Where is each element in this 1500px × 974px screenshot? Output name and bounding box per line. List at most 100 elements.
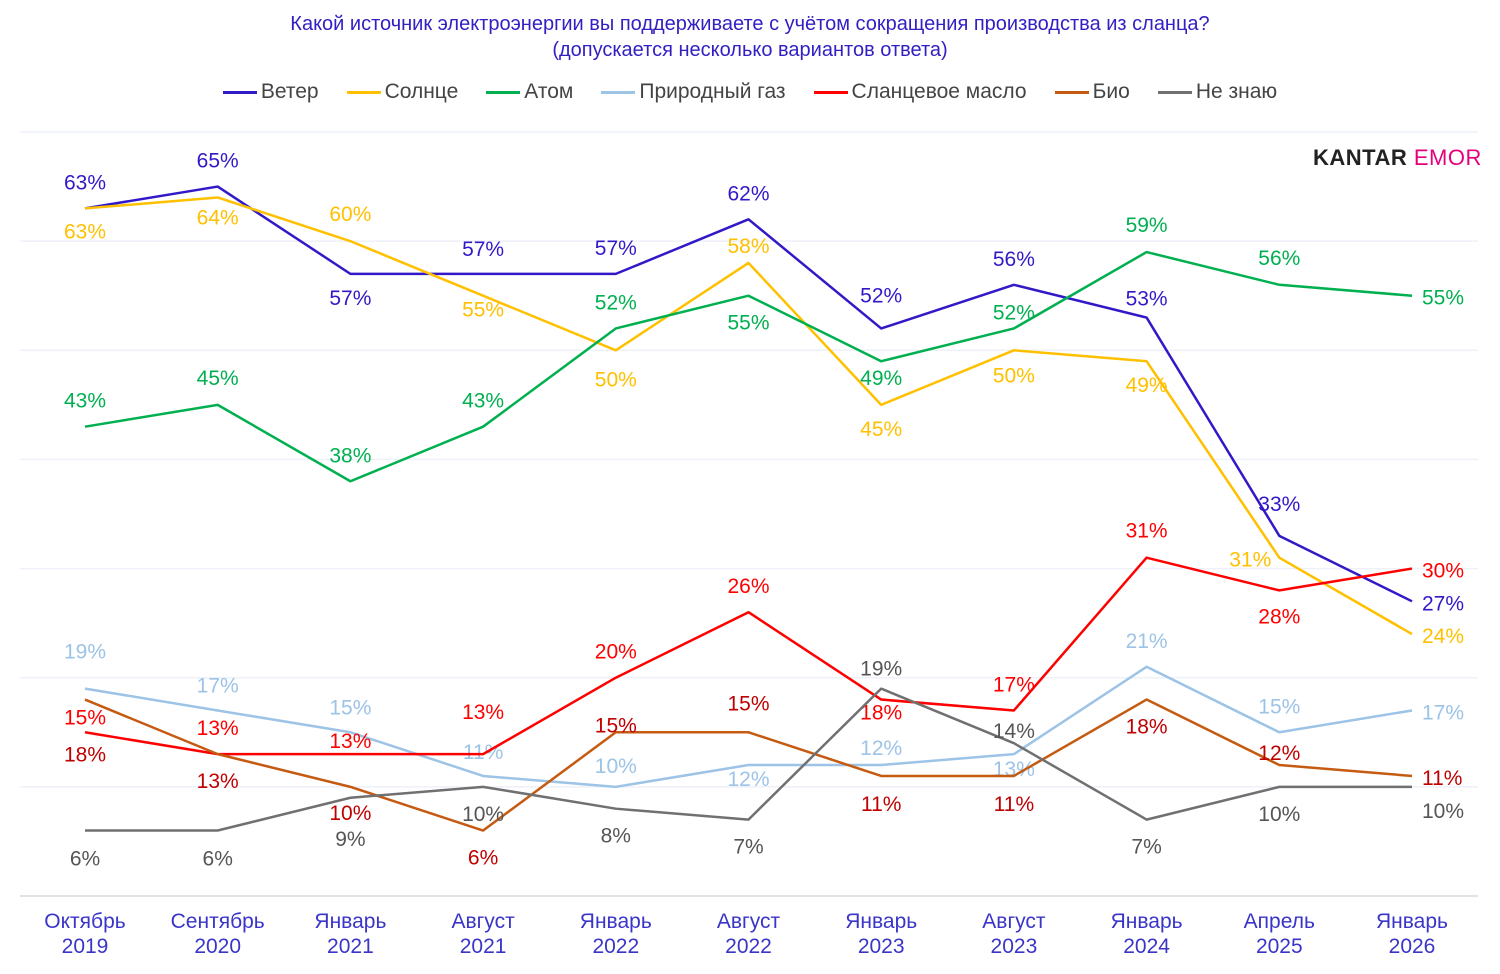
data-label: 19% xyxy=(64,641,106,664)
data-label: 33% xyxy=(1258,493,1300,516)
data-label: 6% xyxy=(468,847,498,870)
kantar-emor-logo: KANTAR EMOR xyxy=(1313,145,1482,170)
data-label: 57% xyxy=(462,238,504,261)
data-label: 26% xyxy=(727,575,769,598)
data-label: 10% xyxy=(329,802,371,825)
x-tick-label: Октябрь xyxy=(44,910,125,933)
data-label: 53% xyxy=(1126,288,1168,311)
data-label: 13% xyxy=(197,770,239,793)
data-label: 45% xyxy=(197,367,239,390)
legend-label: Сланцевое масло xyxy=(851,80,1027,103)
data-label: 43% xyxy=(462,390,504,413)
data-label: 8% xyxy=(601,825,631,848)
data-label: 7% xyxy=(1131,836,1161,859)
data-label: 11% xyxy=(1422,767,1462,790)
legend-item: Ветер xyxy=(222,80,319,104)
data-label: 18% xyxy=(1126,716,1168,739)
x-tick-label: Август xyxy=(717,910,781,933)
data-label: 9% xyxy=(335,828,365,851)
data-label: 15% xyxy=(727,692,769,715)
x-tick-label: 2026 xyxy=(1389,935,1436,958)
series-line-2 xyxy=(84,250,1413,483)
data-label: 21% xyxy=(1126,630,1168,653)
legend-item: Био xyxy=(1054,80,1130,104)
legend-swatch xyxy=(486,90,521,94)
x-tick-label: Январь xyxy=(1376,910,1448,933)
data-label: 13% xyxy=(993,758,1035,781)
data-label: 11% xyxy=(861,793,901,816)
legend-swatch xyxy=(222,90,257,94)
data-label: 12% xyxy=(860,737,902,760)
x-tick-label: Август xyxy=(982,910,1046,933)
data-label: 45% xyxy=(860,418,902,441)
series-line-6 xyxy=(85,687,1412,832)
chart-subtitle: (допускается несколько вариантов ответа) xyxy=(552,39,948,61)
data-label: 18% xyxy=(64,744,106,767)
data-label: 15% xyxy=(329,696,371,719)
x-tick-label: 2021 xyxy=(460,935,507,958)
data-label: 11% xyxy=(994,793,1034,816)
data-label: 57% xyxy=(595,237,637,260)
x-tick-label: 2024 xyxy=(1123,935,1170,958)
legend-label: Солнце xyxy=(384,80,459,103)
series-line-0 xyxy=(84,185,1413,603)
legend-swatch xyxy=(346,90,381,94)
x-tick-label: 2021 xyxy=(327,935,374,958)
chart-title: Какой источник электроэнергии вы поддерж… xyxy=(290,13,1210,35)
x-tick-label: 2020 xyxy=(194,935,241,958)
data-label: 59% xyxy=(1126,214,1168,237)
x-tick-label: Апрель xyxy=(1244,910,1315,933)
x-tick-label: Август xyxy=(451,910,515,933)
x-tick-label: 2022 xyxy=(725,935,772,958)
legend-item: Солнце xyxy=(346,80,459,104)
legend-swatch xyxy=(601,90,636,94)
data-label: 13% xyxy=(329,730,371,753)
x-tick-label: Январь xyxy=(1111,910,1183,933)
series-line-5 xyxy=(84,698,1413,832)
data-label: 38% xyxy=(329,444,371,467)
data-label: 55% xyxy=(727,312,769,335)
x-tick-label: 2023 xyxy=(858,935,905,958)
data-label: 58% xyxy=(727,235,769,258)
data-label: 56% xyxy=(1258,247,1300,270)
x-tick-label: 2022 xyxy=(592,935,639,958)
x-tick-label: Январь xyxy=(580,910,652,933)
data-label: 10% xyxy=(1258,803,1300,826)
x-tick-label: Январь xyxy=(314,910,386,933)
data-label: 55% xyxy=(1422,287,1464,310)
legend-label: Био xyxy=(1092,80,1130,103)
data-label: 52% xyxy=(993,301,1035,324)
data-label: 63% xyxy=(64,171,106,194)
legend-label: Атом xyxy=(524,80,574,103)
x-tick-label: 2025 xyxy=(1256,935,1303,958)
data-label: 15% xyxy=(595,714,637,737)
x-tick-label: Январь xyxy=(845,910,917,933)
data-label: 11% xyxy=(463,741,503,764)
data-label: 24% xyxy=(1422,625,1464,648)
data-label: 19% xyxy=(860,658,902,681)
data-label: 64% xyxy=(197,206,239,229)
data-label: 50% xyxy=(993,364,1035,387)
series-line-4 xyxy=(84,556,1413,756)
data-label: 60% xyxy=(329,203,371,226)
data-label: 63% xyxy=(64,220,106,243)
data-label: 12% xyxy=(1258,742,1300,765)
data-label: 65% xyxy=(197,150,239,173)
data-label: 6% xyxy=(203,848,233,871)
data-label: 7% xyxy=(733,836,763,859)
data-label: 62% xyxy=(727,182,769,205)
x-tick-label: Сентябрь xyxy=(171,910,265,933)
data-label: 57% xyxy=(329,287,371,310)
legend-item: Не знаю xyxy=(1157,80,1277,104)
data-label: 13% xyxy=(197,717,239,740)
data-label: 10% xyxy=(1422,800,1464,823)
data-label: 15% xyxy=(64,706,106,729)
x-tick-label: 2019 xyxy=(62,935,109,958)
data-label: 17% xyxy=(993,673,1035,696)
data-label: 18% xyxy=(860,702,902,725)
legend-item: Сланцевое масло xyxy=(813,80,1027,104)
data-label: 17% xyxy=(1422,701,1464,724)
series-line-3 xyxy=(84,665,1413,789)
data-label: 31% xyxy=(1229,549,1271,572)
